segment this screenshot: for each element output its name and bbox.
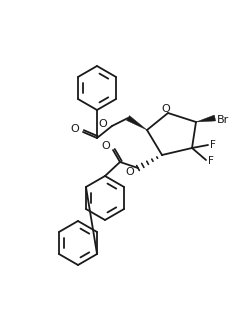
- Text: Br: Br: [217, 115, 229, 125]
- Text: O: O: [98, 119, 107, 129]
- Text: O: O: [101, 141, 110, 151]
- Polygon shape: [196, 115, 216, 122]
- Polygon shape: [127, 116, 147, 130]
- Text: O: O: [162, 104, 170, 114]
- Text: O: O: [70, 124, 79, 134]
- Text: F: F: [210, 140, 216, 150]
- Text: F: F: [208, 156, 214, 166]
- Text: O: O: [125, 167, 134, 177]
